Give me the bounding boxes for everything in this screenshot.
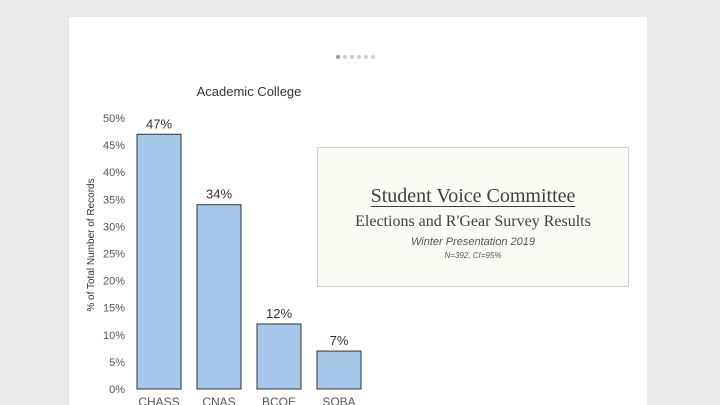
pager-dot[interactable] — [371, 55, 375, 59]
pager-dot[interactable] — [350, 55, 354, 59]
slide: Academic College % of Total Number of Re… — [69, 17, 647, 405]
info-presentation: Winter Presentation 2019 — [410, 236, 536, 248]
pager-dot[interactable] — [336, 55, 340, 59]
data-label: 34% — [206, 187, 232, 202]
y-tick-label: 5% — [109, 357, 125, 369]
x-tick-label: BCOE — [262, 395, 296, 405]
pager-dot[interactable] — [357, 55, 361, 59]
bar-bcoe[interactable] — [256, 323, 302, 390]
pager-dot[interactable] — [364, 55, 368, 59]
info-title: Student Voice Committee — [370, 185, 576, 207]
slide-pager-dots[interactable] — [336, 55, 375, 59]
y-tick-label: 0% — [109, 384, 125, 396]
y-tick-label: 40% — [103, 167, 125, 179]
x-tick-label: SOBA — [322, 395, 355, 405]
y-axis-label: % of Total Number of Records — [86, 178, 97, 311]
x-tick-label: CNAS — [202, 395, 235, 405]
y-tick-label: 10% — [103, 330, 125, 342]
pager-dot[interactable] — [343, 55, 347, 59]
info-sample-stats: N=392, CI=95% — [444, 251, 502, 260]
y-tick-labels: 0% 5% 10% 15% 20% 25% 30% 35% 40% 45% 50% — [103, 113, 125, 396]
data-label: 7% — [330, 333, 349, 348]
survey-info-box: Student Voice Committee Elections and R'… — [317, 147, 629, 287]
y-tick-label: 25% — [103, 249, 125, 261]
bar-soba[interactable] — [316, 350, 362, 390]
y-tick-label: 45% — [103, 140, 125, 152]
data-labels: 47% 34% 12% 7% — [146, 116, 349, 348]
data-label: 12% — [266, 306, 292, 321]
x-tick-label: CHASS — [138, 395, 179, 405]
x-tick-labels: CHASS CNAS BCOE SOBA — [138, 395, 355, 405]
y-tick-label: 15% — [103, 303, 125, 315]
y-tick-label: 35% — [103, 194, 125, 206]
bar-chass[interactable] — [136, 133, 182, 390]
info-subtitle: Elections and R'Gear Survey Results — [355, 213, 591, 230]
y-tick-label: 50% — [103, 113, 125, 125]
bar-cnas[interactable] — [196, 204, 242, 390]
data-label: 47% — [146, 116, 172, 131]
bars — [136, 133, 362, 390]
chart-title: Academic College — [197, 84, 302, 99]
bar-chart: Academic College % of Total Number of Re… — [86, 84, 362, 405]
y-tick-label: 20% — [103, 276, 125, 288]
y-tick-label: 30% — [103, 221, 125, 233]
